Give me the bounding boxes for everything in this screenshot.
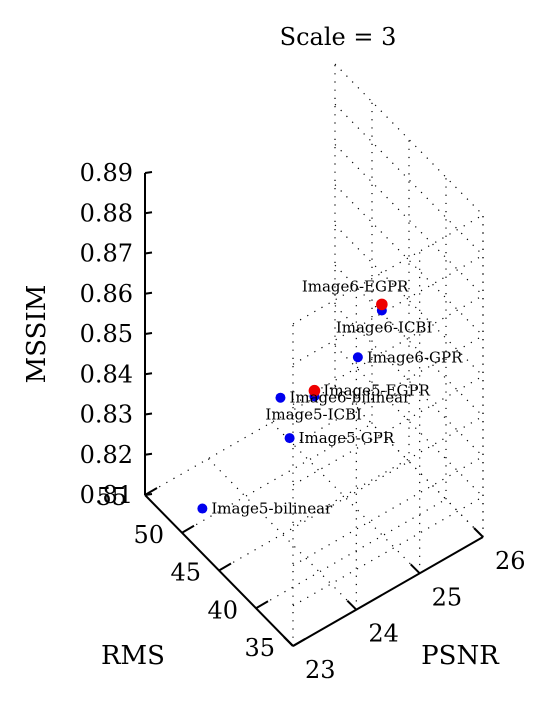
y-tick-mark bbox=[292, 638, 306, 647]
data-point-label: Image5-GPR bbox=[299, 429, 395, 447]
y-axis-title: RMS bbox=[101, 641, 165, 671]
z-tick-label: 0.87 bbox=[80, 240, 133, 268]
data-point bbox=[308, 384, 321, 397]
z-tick-mark bbox=[144, 372, 153, 376]
x-tick-label: 25 bbox=[432, 583, 463, 611]
y-tick-label: 50 bbox=[133, 521, 164, 549]
z-tick-label: 0.81 bbox=[80, 481, 133, 509]
data-point bbox=[376, 298, 388, 311]
y-tick-label: 35 bbox=[244, 634, 275, 662]
data-point bbox=[197, 503, 208, 514]
z-tick-mark bbox=[144, 291, 153, 295]
z-tick-mark bbox=[144, 171, 153, 174]
grid-line bbox=[207, 458, 357, 611]
z-tick-label: 0.84 bbox=[80, 360, 133, 388]
data-point bbox=[352, 352, 363, 363]
x-tick-mark bbox=[283, 636, 294, 647]
z-tick-label: 0.88 bbox=[80, 199, 133, 227]
grid-line bbox=[334, 103, 484, 256]
y-tick-mark bbox=[181, 524, 195, 534]
z-tick-label: 0.85 bbox=[80, 320, 133, 348]
data-point-label: Image5-EGPR bbox=[323, 382, 430, 400]
x-axis-title: PSNR bbox=[421, 641, 500, 671]
data-point-label: Image6-ICBI bbox=[336, 318, 433, 336]
x-tick-label: 26 bbox=[495, 547, 526, 575]
z-tick-mark bbox=[144, 452, 153, 456]
data-point-label: Image5-ICBI bbox=[265, 405, 362, 423]
data-point-label: Image6-GPR bbox=[367, 348, 463, 366]
z-tick-mark bbox=[144, 332, 153, 335]
y-tick-label: 45 bbox=[170, 559, 201, 587]
z-tick-label: 0.86 bbox=[80, 280, 133, 308]
data-point-label: Image6-EGPR bbox=[302, 277, 409, 295]
x-tick-mark bbox=[473, 527, 484, 538]
z-tick-mark bbox=[144, 211, 153, 215]
tick-layer: 0.81 0.82 0.83 0.84 0.85 0.86 0.87 0.88 0.89 3540… bbox=[80, 159, 526, 684]
y-tick-mark bbox=[255, 600, 269, 610]
z-tick-label: 0.89 bbox=[80, 159, 133, 187]
points-layer: Image5-bilinearImage5-GPRImage5-ICBIImag… bbox=[197, 277, 463, 518]
data-point bbox=[284, 433, 295, 444]
z-tick-mark bbox=[144, 412, 153, 416]
y-tick-label: 55 bbox=[96, 483, 127, 511]
x-tick-label: 23 bbox=[305, 656, 336, 684]
data-point-label: Image6-bilinear bbox=[289, 389, 411, 407]
z-tick-mark bbox=[144, 251, 153, 255]
grid-line bbox=[292, 214, 484, 325]
z-axis-title: MSSIM bbox=[22, 285, 52, 384]
y-tick-mark bbox=[218, 562, 232, 572]
chart-title: Scale = 3 bbox=[280, 23, 397, 51]
z-tick-label: 0.82 bbox=[80, 441, 133, 469]
y-tick-mark bbox=[144, 487, 158, 496]
grid-line bbox=[334, 63, 484, 216]
x-tick-mark bbox=[346, 599, 358, 611]
z-tick-label: 0.83 bbox=[80, 401, 133, 429]
data-point-label: Image5-bilinear bbox=[211, 500, 333, 518]
y-tick-label: 40 bbox=[207, 596, 238, 624]
x-axis-line bbox=[292, 536, 484, 647]
x-tick-label: 24 bbox=[368, 620, 399, 648]
data-point bbox=[275, 392, 286, 403]
x-tick-mark bbox=[409, 563, 421, 575]
